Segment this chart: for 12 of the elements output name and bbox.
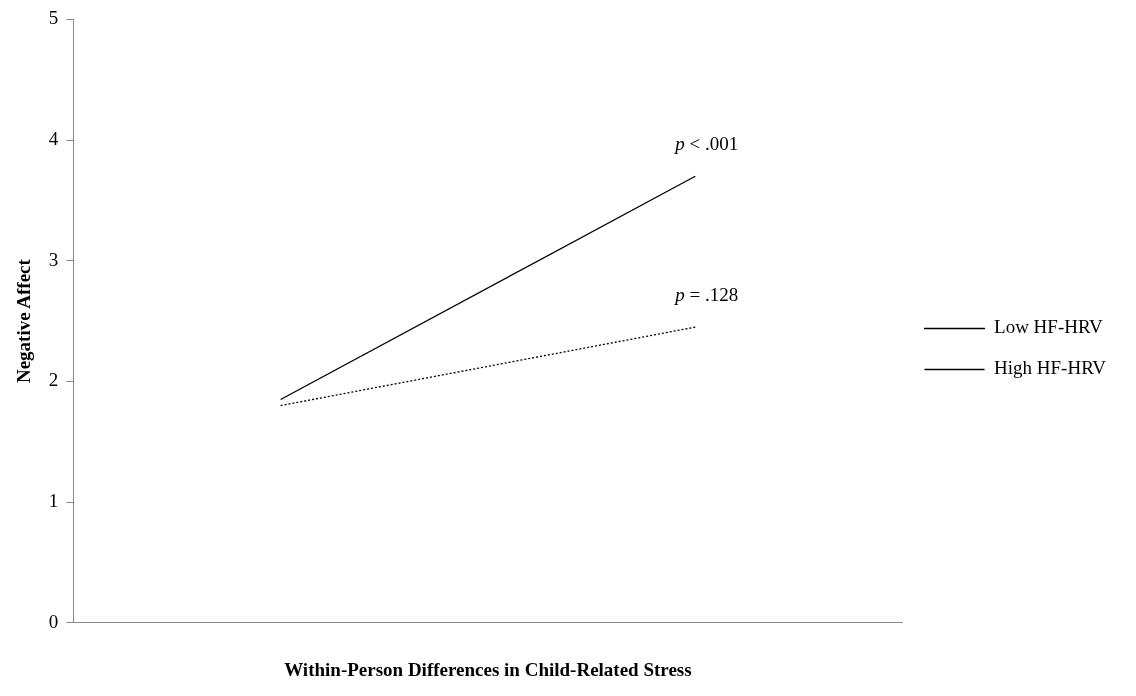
y-tick-label: 1 [48,490,59,512]
x-axis-title: Within-Person Differences in Child-Related Stress [284,658,692,680]
y-tick-label: 2 [48,369,59,391]
y-axis-title: Negative Affect [13,258,35,384]
y-tick-label: 0 [48,610,59,632]
annotation: p = .128 [673,283,739,305]
legend-label: High HF-HRV [994,357,1107,379]
legend-label: Low HF-HRV [994,316,1104,338]
y-tick-label: 4 [48,128,59,150]
y-tick-label: 5 [48,7,59,29]
annotation: p < .001 [673,132,739,154]
y-tick-label: 3 [48,248,59,270]
